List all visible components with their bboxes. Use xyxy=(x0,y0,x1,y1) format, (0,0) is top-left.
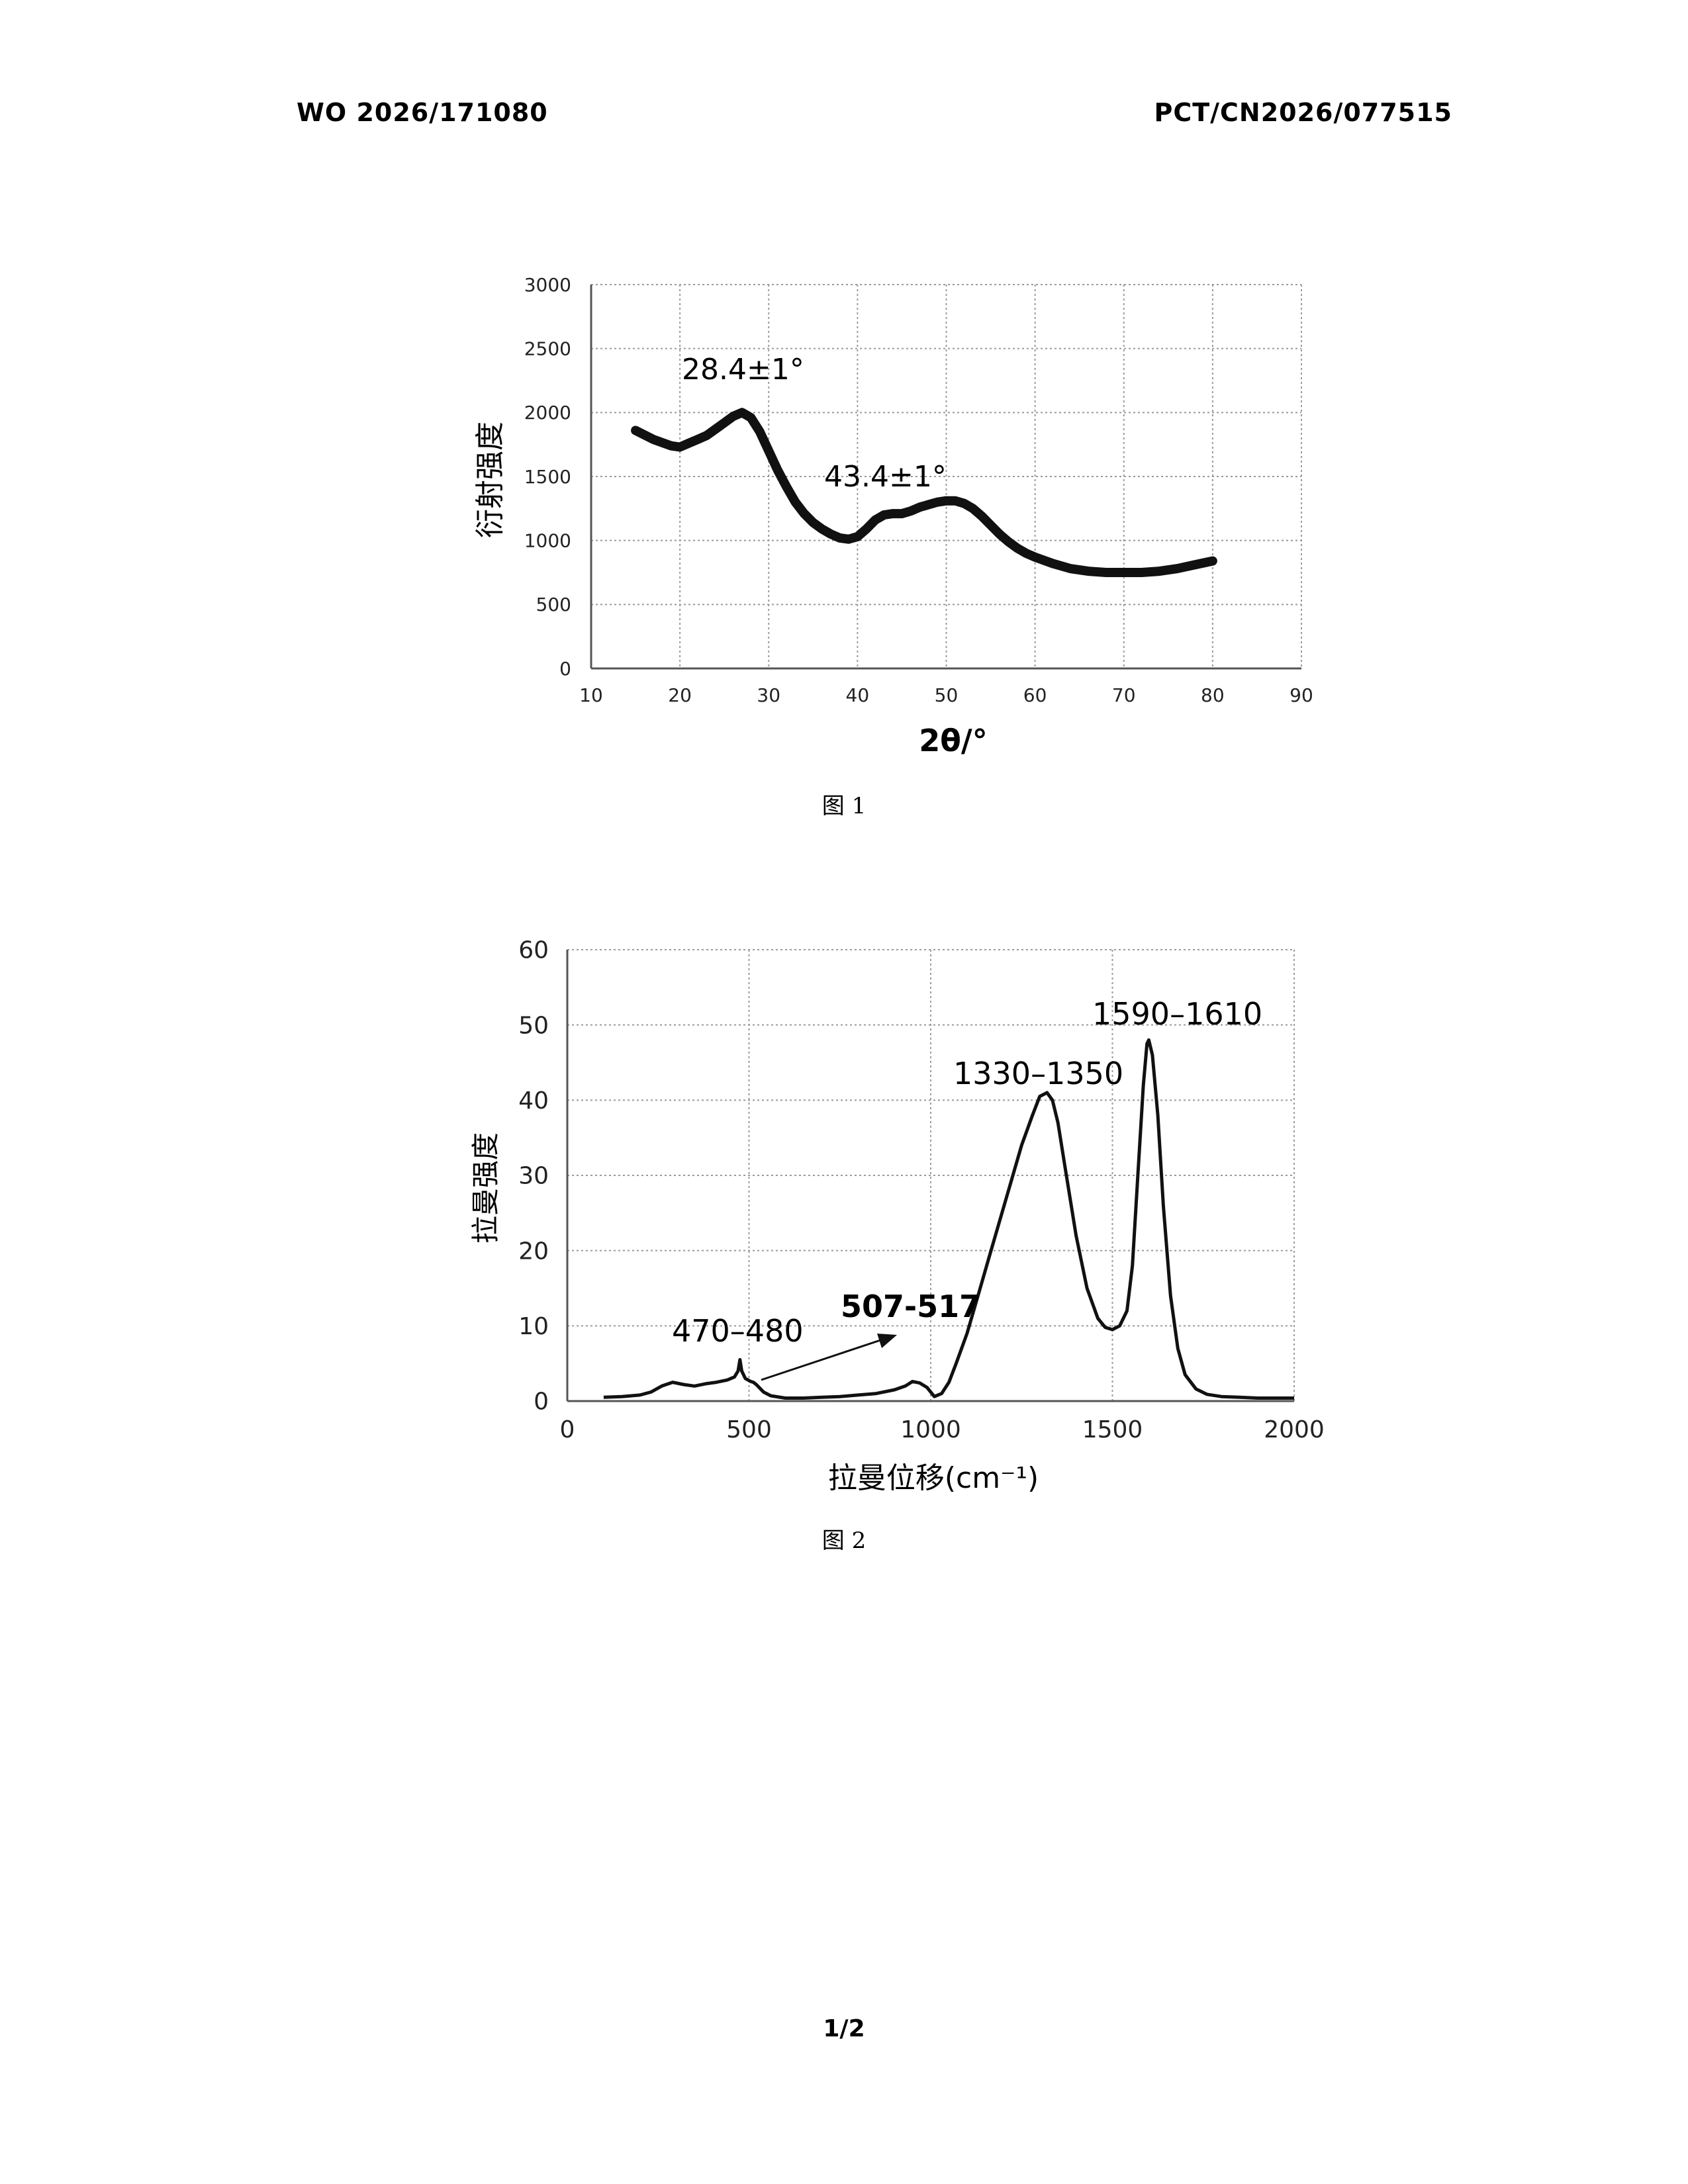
application-number: PCT/CN2026/077515 xyxy=(1154,98,1452,127)
y-tick-label: 20 xyxy=(518,1238,549,1265)
xrd-peak-annotation-2: 43.4±1° xyxy=(824,460,947,494)
y-tick-label: 1000 xyxy=(524,529,571,551)
raman-y-tick-labels: 0 10 20 30 40 50 60 xyxy=(518,937,549,1416)
x-tick-label: 30 xyxy=(757,684,780,706)
y-tick-label: 2500 xyxy=(524,338,571,359)
y-tick-label: 2000 xyxy=(524,402,571,424)
y-tick-label: 10 xyxy=(518,1313,549,1340)
raman-peak-annotation-3: 1330–1350 xyxy=(953,1056,1123,1091)
x-tick-label: 40 xyxy=(846,684,870,706)
figure-2-raman-chart: 0 500 1000 1500 2000 0 10 20 30 40 50 60 470–480 5… xyxy=(0,927,1688,1588)
figure-2-caption: 图 2 xyxy=(0,1522,1688,1555)
figure-1-xrd-chart: 10 20 30 40 50 60 70 80 90 0 500 1000 1500 2000 2500 3… xyxy=(0,258,1688,854)
raman-y-axis-label: 拉曼强度 xyxy=(469,1132,502,1244)
raman-arrowhead xyxy=(877,1334,897,1348)
y-tick-label: 0 xyxy=(534,1388,549,1416)
xrd-y-tick-labels: 0 500 1000 1500 2000 2500 3000 xyxy=(524,274,571,680)
y-tick-label: 500 xyxy=(536,594,571,615)
xrd-chart-svg: 10 20 30 40 50 60 70 80 90 0 500 1000 1500 2000 2500 3… xyxy=(0,258,1688,788)
raman-chart-svg: 0 500 1000 1500 2000 0 10 20 30 40 50 60 470–480 5… xyxy=(0,927,1688,1509)
raman-peak-annotation-1: 470–480 xyxy=(672,1313,804,1349)
raman-x-axis-label: 拉曼位移(cm⁻¹) xyxy=(828,1461,1039,1495)
page-number: 1/2 xyxy=(0,2015,1688,2042)
xrd-x-axis-label: 2θ/° xyxy=(919,723,987,758)
xrd-y-axis-label: 衍射强度 xyxy=(473,422,507,538)
x-tick-label: 80 xyxy=(1201,684,1225,706)
x-tick-label: 70 xyxy=(1112,684,1136,706)
raman-peak-annotation-2: 507-517 xyxy=(841,1289,980,1324)
x-tick-label: 0 xyxy=(560,1416,575,1443)
x-tick-label: 1000 xyxy=(900,1416,961,1443)
xrd-x-tick-labels: 10 20 30 40 50 60 70 80 90 xyxy=(579,684,1313,706)
x-tick-label: 60 xyxy=(1023,684,1047,706)
publication-number: WO 2026/171080 xyxy=(297,98,548,127)
raman-x-tick-labels: 0 500 1000 1500 2000 xyxy=(560,1416,1325,1443)
x-tick-label: 50 xyxy=(935,684,959,706)
x-tick-label: 10 xyxy=(579,684,603,706)
y-tick-label: 50 xyxy=(518,1012,549,1039)
x-tick-label: 500 xyxy=(726,1416,772,1443)
x-tick-label: 1500 xyxy=(1082,1416,1143,1443)
y-tick-label: 30 xyxy=(518,1163,549,1190)
y-tick-label: 60 xyxy=(518,937,549,964)
xrd-peak-annotation-1: 28.4±1° xyxy=(682,353,804,387)
x-tick-label: 90 xyxy=(1289,684,1313,706)
figure-1-caption: 图 1 xyxy=(0,788,1688,820)
x-tick-label: 2000 xyxy=(1264,1416,1325,1443)
y-tick-label: 40 xyxy=(518,1087,549,1115)
x-tick-label: 20 xyxy=(668,684,692,706)
y-tick-label: 1500 xyxy=(524,466,571,488)
y-tick-label: 0 xyxy=(559,658,571,680)
raman-peak-annotation-4: 1590–1610 xyxy=(1092,996,1262,1032)
y-tick-label: 3000 xyxy=(524,274,571,296)
